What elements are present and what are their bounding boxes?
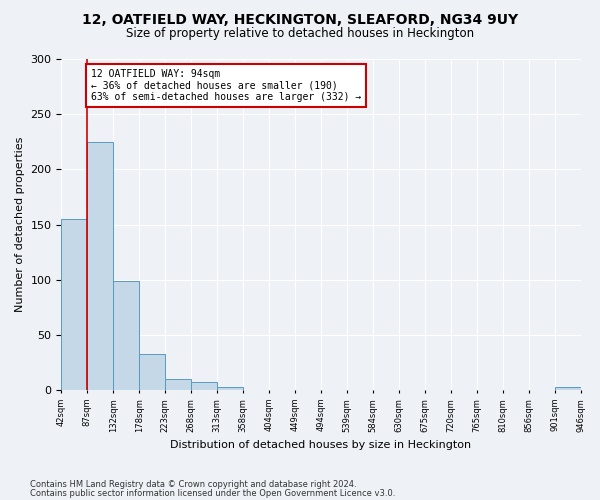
Text: Size of property relative to detached houses in Heckington: Size of property relative to detached ho… bbox=[126, 28, 474, 40]
Bar bbox=[113, 281, 139, 390]
Bar bbox=[554, 387, 581, 390]
Text: Contains public sector information licensed under the Open Government Licence v3: Contains public sector information licen… bbox=[30, 490, 395, 498]
Bar bbox=[61, 219, 88, 390]
Text: Contains HM Land Registry data © Crown copyright and database right 2024.: Contains HM Land Registry data © Crown c… bbox=[30, 480, 356, 489]
Bar bbox=[217, 387, 243, 390]
Bar bbox=[88, 142, 113, 390]
Text: 12, OATFIELD WAY, HECKINGTON, SLEAFORD, NG34 9UY: 12, OATFIELD WAY, HECKINGTON, SLEAFORD, … bbox=[82, 12, 518, 26]
Y-axis label: Number of detached properties: Number of detached properties bbox=[15, 137, 25, 312]
Bar bbox=[139, 354, 165, 390]
Bar bbox=[191, 382, 217, 390]
X-axis label: Distribution of detached houses by size in Heckington: Distribution of detached houses by size … bbox=[170, 440, 472, 450]
Bar bbox=[165, 379, 191, 390]
Text: 12 OATFIELD WAY: 94sqm
← 36% of detached houses are smaller (190)
63% of semi-de: 12 OATFIELD WAY: 94sqm ← 36% of detached… bbox=[91, 69, 362, 102]
